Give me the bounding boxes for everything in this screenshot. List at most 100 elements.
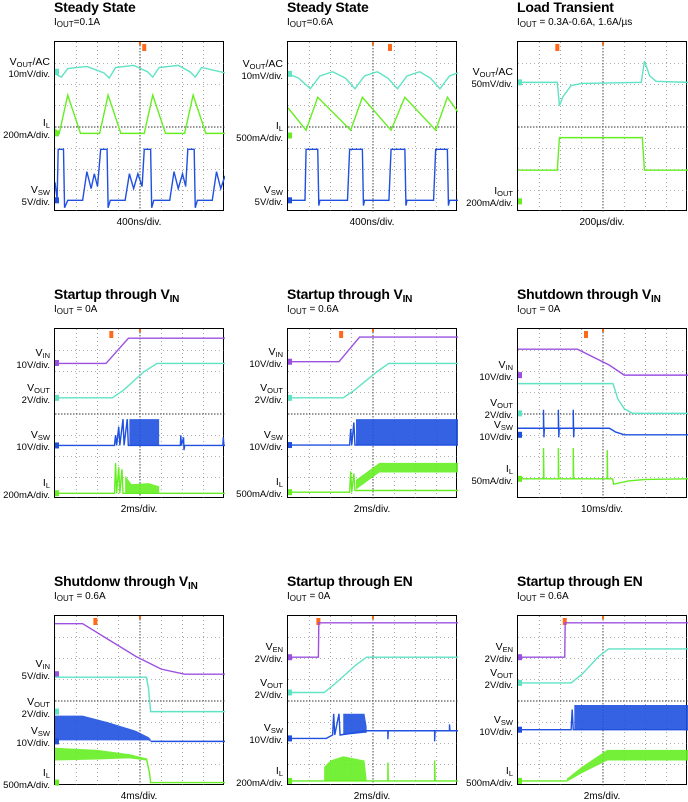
plot-area [287, 328, 458, 499]
trace-l [55, 462, 225, 494]
chart-subtitle: IOUT = 0A [517, 304, 560, 316]
subtitle-value: =0.1A [73, 17, 101, 28]
channel-subscript: IN [505, 363, 514, 373]
subtitle-symbol: I [517, 17, 520, 28]
channel-scale: 500mA/div. [3, 779, 50, 791]
trace-in [55, 337, 225, 365]
plot-area [287, 615, 458, 786]
channel-ground-marker-icon [288, 777, 292, 784]
channel-scale: 5V/div. [21, 671, 50, 683]
channel-name: IL [3, 118, 50, 131]
trace-sw [55, 148, 225, 209]
scope-panel: Startup through VIN IOUT = 0A VIN 10V/div. V… [3, 286, 225, 515]
channel-label-sw: VSW 10V/div. [249, 430, 283, 453]
chart-title: Shutdonw through VIN [54, 573, 198, 592]
channel-scale: 500mA/div. [236, 132, 283, 144]
channel-scale: 10V/div. [249, 358, 283, 370]
scope-panel: Shutdonw through VIN IOUT = 0.6A VIN 5V/div… [3, 573, 225, 802]
channel-label-out: VOUT 2V/div. [22, 696, 50, 720]
title-subscript: IN [402, 294, 413, 305]
trigger-marker-icon [339, 331, 344, 338]
subtitle-subscript: OUT [56, 20, 74, 29]
subtitle-value: = 0A [306, 591, 331, 602]
time-per-division-label: 400ns/div. [349, 217, 395, 228]
time-per-division-label: 200µs/div. [579, 217, 625, 228]
channel-scale: 10V/div. [16, 442, 50, 454]
trace-in [518, 348, 688, 376]
channel-scale: 2V/div. [484, 410, 513, 422]
subtitle-symbol: I [517, 591, 520, 602]
channel-scale: 10V/div. [479, 372, 513, 384]
channel-ground-marker-icon [288, 132, 292, 139]
channel-subscript: L [278, 123, 283, 133]
channel-subscript: OUT [34, 699, 50, 709]
trace-l [145, 758, 225, 784]
trigger-position-icon [372, 616, 374, 619]
chart-subtitle: IOUT = 0.6A [54, 591, 106, 603]
channel-name: VOUT [22, 383, 50, 396]
channel-ground-marker-icon [288, 197, 292, 204]
time-per-division-label: 4ms/div. [120, 791, 158, 802]
channel-label-sw: VSW 10V/div. [479, 714, 513, 738]
channel-subscript: OUT [16, 59, 33, 69]
channel-subscript: L [278, 480, 283, 490]
chart-subtitle: IOUT = 0.6A [287, 304, 339, 316]
channel-subscript: SW [500, 717, 513, 727]
channel-symbol: I [494, 185, 498, 198]
subtitle-symbol: I [54, 304, 57, 315]
plot-area [517, 41, 688, 212]
title-text: Steady State [54, 0, 136, 15]
trace-sw [288, 148, 458, 206]
channel-name: VOUT [22, 696, 50, 710]
chart-title: Startup through EN [517, 573, 643, 589]
subtitle-subscript: OUT [289, 20, 307, 29]
channel-scale: 5V/div. [21, 197, 50, 209]
channel-label-in: VIN 10V/div. [479, 360, 513, 383]
channel-name: IL [3, 478, 50, 491]
channel-ground-marker-icon [518, 372, 522, 379]
trace-out [55, 64, 225, 80]
channel-scale: 500mA/div. [236, 489, 283, 501]
channel-subscript: SW [37, 433, 50, 443]
title-text: Startup through EN [517, 573, 643, 589]
channel-symbol: V [263, 184, 271, 197]
channel-scale: 500mA/div. [466, 777, 513, 789]
subtitle-value: = 0.6A [73, 591, 106, 602]
title-text: Shutdonw through V [54, 573, 189, 589]
channel-scale: 2V/div. [21, 394, 50, 406]
trigger-position-icon [372, 329, 374, 332]
channel-suffix: /AC [32, 55, 50, 68]
channel-ground-marker-icon [288, 394, 292, 401]
channel-ground-marker-icon [55, 738, 59, 745]
channel-subscript: L [508, 466, 513, 476]
trace-band-l [125, 475, 160, 494]
trace-out [55, 676, 225, 713]
channel-label-l: IL 500mA/div. [3, 767, 50, 791]
trace-sw [288, 713, 458, 742]
channel-scale: 50mA/div. [471, 475, 513, 487]
time-per-division-label: 2ms/div. [353, 504, 391, 515]
chart-subtitle: IOUT = 0A [54, 304, 97, 316]
channel-ground-marker-icon [288, 735, 292, 742]
subtitle-symbol: I [517, 304, 520, 315]
channel-ground-marker-icon [518, 777, 522, 784]
channel-scale: 50mV/div. [471, 79, 513, 91]
channel-symbol: I [275, 476, 279, 489]
channel-label-out: VOUT 2V/div. [255, 383, 283, 406]
trigger-marker-icon [316, 618, 321, 625]
channel-subscript: SW [500, 422, 513, 432]
trace-l [288, 95, 458, 132]
channel-label-sw: VSW 10V/div. [249, 723, 283, 746]
trace-sw [55, 419, 225, 451]
channel-scale: 10V/div. [479, 431, 513, 443]
trace-in [288, 336, 458, 363]
channel-subscript: SW [37, 188, 50, 198]
channel-subscript: EN [502, 645, 513, 655]
channel-label-out: IOUT 200mA/div. [466, 186, 513, 209]
channel-name: VOUT [485, 668, 513, 681]
channel-name: VOUT/AC [471, 67, 513, 80]
channel-label-l: IL 200mA/div. [3, 118, 50, 141]
trace-out [288, 656, 458, 694]
channel-scale: 10V/div. [16, 360, 50, 371]
channel-symbol: V [263, 722, 271, 735]
